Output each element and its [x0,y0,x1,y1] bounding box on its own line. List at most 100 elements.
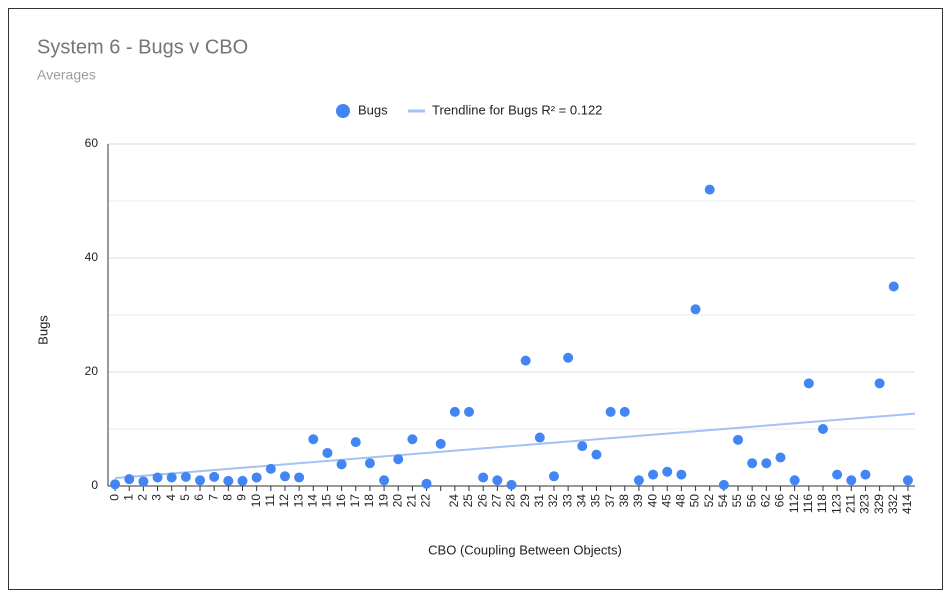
x-tick-label: 16 [334,494,348,508]
data-point [690,304,701,315]
data-point [563,352,574,363]
y-axis-title: Bugs [35,315,50,345]
x-tick-label: 37 [603,494,617,508]
data-point [435,438,446,449]
x-tick-label: 7 [206,494,220,501]
legend-label: Trendline for Bugs R² = 0.122 [432,102,602,117]
x-tick-label: 414 [900,494,914,514]
data-point [379,475,390,486]
x-tick-label: 54 [716,494,730,508]
x-tick-label: 31 [532,494,546,508]
data-point [803,378,814,389]
data-point [718,479,729,490]
chart-border [8,8,943,590]
data-point [223,475,234,486]
data-point [832,469,843,480]
data-point [110,479,121,490]
x-tick-label: 332 [886,494,900,514]
trendline [114,412,916,480]
x-tick-label: 29 [518,494,532,508]
x-tick-label: 24 [447,494,461,508]
data-point [308,434,319,445]
data-point [364,458,375,469]
data-point [789,475,800,486]
data-point [464,406,475,417]
data-point [902,475,913,486]
data-point [336,459,347,470]
x-tick-label: 15 [320,494,334,508]
data-point [152,472,163,483]
x-tick-label: 26 [475,494,489,508]
x-tick-label: 18 [362,494,376,508]
x-tick-label: 19 [376,494,390,508]
chart-title: System 6 - Bugs v CBO [37,36,248,58]
x-tick-label: 17 [348,494,362,508]
data-point [279,471,290,482]
data-point [492,475,503,486]
y-tick-label: 0 [91,478,98,492]
x-tick-label: 48 [674,494,688,508]
data-point [124,474,135,485]
x-tick-label: 50 [688,494,702,508]
x-tick-label: 56 [744,494,758,508]
data-point [393,454,404,465]
x-tick-label: 35 [589,494,603,508]
x-tick-label: 123 [829,494,843,514]
x-tick-label: 27 [490,494,504,508]
data-point [294,472,305,483]
x-tick-label: 9 [235,494,249,501]
data-point [761,458,772,469]
data-point [478,472,489,483]
data-point [520,355,531,366]
x-tick-label: 10 [249,494,263,508]
data-point [449,406,460,417]
data-point [888,281,899,292]
data-point [166,472,177,483]
y-tick-label: 20 [85,364,99,378]
data-point [662,466,673,477]
data-point [506,479,517,490]
data-point [704,184,715,195]
data-point [676,469,687,480]
x-tick-label: 118 [815,494,829,513]
data-point [322,447,333,458]
x-tick-label: 116 [801,494,815,513]
x-tick-label: 3 [150,494,164,501]
data-point [548,471,559,482]
x-tick-label: 38 [617,494,631,508]
data-point [180,471,191,482]
x-tick-label: 33 [560,494,574,508]
y-tick-label: 60 [85,136,99,150]
x-tick-label: 323 [858,494,872,514]
legend-label: Bugs [358,102,388,117]
data-point [591,449,602,460]
data-point [350,437,361,448]
x-tick-label: 66 [773,494,787,508]
x-tick-label: 4 [164,494,178,501]
x-tick-label: 329 [872,494,886,514]
x-tick-label: 112 [787,494,801,513]
data-point [534,432,545,443]
x-tick-label: 0 [107,494,121,501]
x-tick-label: 28 [504,494,518,508]
x-tick-label: 1 [121,494,135,501]
data-point [775,452,786,463]
data-point [195,475,206,486]
x-tick-label: 45 [659,494,673,508]
x-tick-label: 14 [305,494,319,508]
data-point [237,475,248,486]
x-tick-label: 8 [221,494,235,501]
x-tick-label: 32 [546,494,560,508]
data-point [619,406,630,417]
data-point [251,472,262,483]
x-tick-label: 34 [574,494,588,508]
chart-subtitle: Averages [37,67,96,83]
x-tick-label: 22 [419,494,433,508]
data-point [747,458,758,469]
data-point [874,378,885,389]
x-tick-label: 55 [730,494,744,508]
x-tick-label: 62 [759,494,773,508]
data-point [421,478,432,489]
data-point [265,463,276,474]
